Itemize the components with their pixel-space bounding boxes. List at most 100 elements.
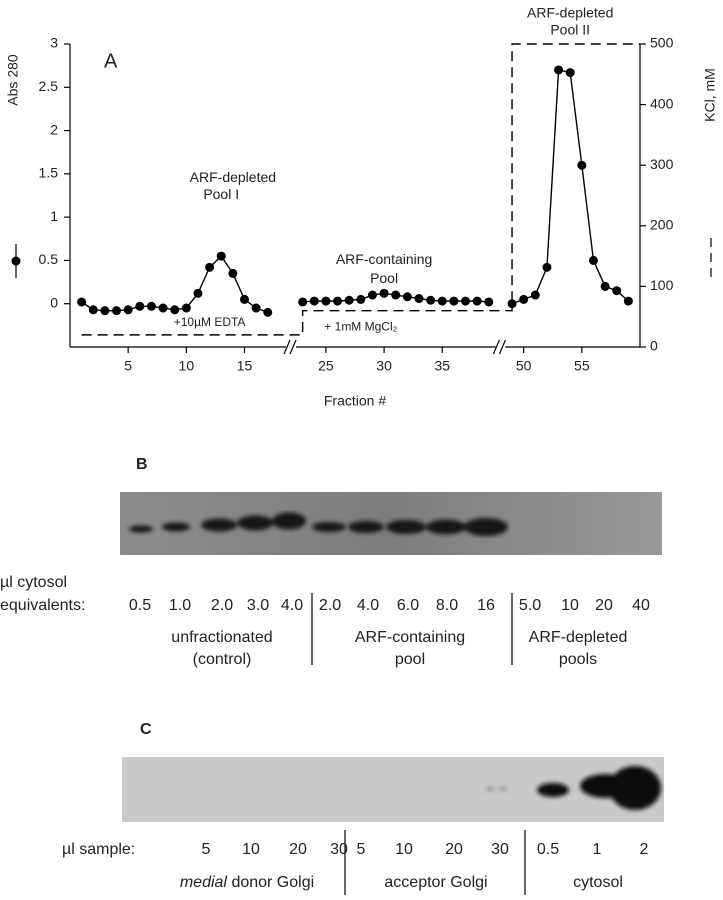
lane-label: 6.0: [397, 597, 419, 614]
x-tick-label: 50: [516, 358, 532, 374]
group-label-italic: medial: [180, 874, 228, 891]
data-point: [565, 68, 575, 78]
lane-label: 20: [289, 841, 307, 858]
group-label: (control): [193, 651, 252, 668]
data-point: [414, 294, 424, 304]
axis-break: [492, 339, 500, 355]
y2-tick-label: 400: [650, 95, 674, 111]
y-tick-label: 1: [50, 208, 58, 224]
lane-label: 5.0: [519, 597, 541, 614]
lane-label: 16: [477, 597, 495, 614]
row-label: µl sample:: [62, 841, 135, 858]
data-point: [577, 160, 587, 170]
group-label: ARF-containing: [355, 629, 465, 646]
y-tick-label: 1.5: [39, 165, 59, 181]
group-label: pool: [395, 651, 425, 668]
y-tick-label: 0.5: [39, 251, 59, 267]
data-point: [449, 296, 459, 306]
group-label-text: cytosol: [573, 874, 623, 891]
data-point: [181, 303, 191, 313]
data-point: [100, 306, 110, 316]
annotation: ARF-containing: [336, 251, 433, 267]
x-tick-label: 35: [434, 358, 450, 374]
blot: [122, 757, 664, 822]
data-point: [530, 290, 540, 300]
data-point: [554, 65, 564, 75]
group-label: cytosol: [573, 874, 623, 891]
x-tick-label: 55: [574, 358, 590, 374]
data-point: [612, 286, 622, 296]
y-tick-label: 2.5: [39, 78, 59, 94]
bands: [129, 512, 508, 536]
data-point: [123, 305, 133, 315]
data-point: [367, 290, 377, 300]
group-label: acceptor Golgi: [384, 874, 487, 891]
group-label: medial donor Golgi: [180, 874, 314, 891]
x-tick-label: 25: [318, 358, 334, 374]
group-label: pools: [559, 651, 597, 668]
lane-label: 30: [491, 841, 509, 858]
panel-label: A: [104, 50, 118, 72]
data-point: [216, 251, 226, 261]
annotation: Pool II: [550, 22, 590, 38]
data-point: [437, 296, 447, 306]
lane-label: 10: [395, 841, 413, 858]
lane-label: 1: [593, 841, 602, 858]
axis-break: [289, 339, 297, 355]
data-point: [309, 296, 319, 306]
data-point: [542, 262, 552, 272]
data-point: [379, 288, 389, 298]
legend-marker: [11, 256, 21, 266]
data-point: [484, 297, 494, 307]
lane-label: 5: [202, 841, 211, 858]
group-label: ARF-depleted: [529, 629, 628, 646]
data-point: [321, 296, 331, 306]
data-point: [461, 296, 471, 306]
annotation: ARF-depleted: [190, 169, 276, 185]
row-label: µl cytosol: [0, 574, 67, 591]
data-point: [519, 294, 529, 304]
data-point: [472, 296, 482, 306]
x-axis-label: Fraction #: [324, 393, 386, 409]
lane-label: 10: [561, 597, 579, 614]
lane-label: 2: [640, 841, 649, 858]
y2-tick-label: 300: [650, 156, 674, 172]
group-label-text: acceptor Golgi: [384, 874, 487, 891]
annotation: + 1mM MgCl₂: [324, 319, 397, 333]
data-point: [263, 307, 273, 317]
data-point: [507, 299, 517, 309]
data-point: [623, 296, 633, 306]
annotation: Pool: [370, 270, 398, 286]
data-point: [135, 301, 145, 311]
kcl-line: [81, 43, 640, 336]
lane-label: 8.0: [436, 597, 458, 614]
lane-label: 1.0: [169, 597, 191, 614]
y-axis-label: Abs 280: [5, 54, 21, 106]
annotation: Pool I: [203, 186, 239, 202]
data-point: [356, 294, 366, 304]
lane-label: 20: [595, 597, 613, 614]
lane-label: 30: [330, 841, 348, 858]
lane-label: 4.0: [281, 597, 303, 614]
lane-label: 2.0: [319, 597, 341, 614]
lane-label: 10: [242, 841, 260, 858]
abs-line: [511, 69, 629, 305]
data-point: [170, 305, 180, 315]
y-tick-label: 3: [50, 35, 58, 51]
y2-tick-label: 200: [650, 217, 674, 233]
lane-label: 40: [632, 597, 650, 614]
annotation: ARF-depleted: [527, 4, 613, 20]
row-label: equivalents:: [0, 597, 85, 614]
lane-label: 0.5: [537, 841, 559, 858]
data-point: [344, 295, 354, 305]
data-point: [239, 294, 249, 304]
axis-break: [283, 339, 291, 355]
annotation: +10µM EDTA: [174, 315, 246, 329]
lane-label: 5: [357, 841, 366, 858]
y-tick-label: 0: [50, 294, 58, 310]
data-point: [402, 292, 412, 302]
y2-tick-label: 100: [650, 277, 674, 293]
x-tick-label: 15: [237, 358, 253, 374]
data-point: [426, 295, 436, 305]
